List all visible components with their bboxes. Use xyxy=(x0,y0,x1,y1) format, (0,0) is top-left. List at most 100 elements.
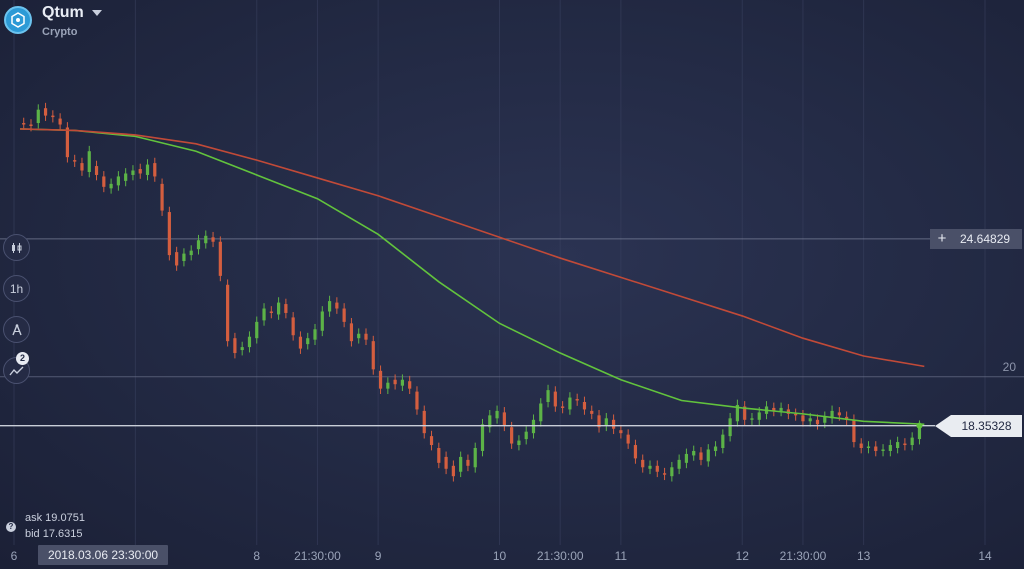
candle-body xyxy=(160,183,164,211)
candle-body xyxy=(648,465,652,469)
candle-body xyxy=(670,467,674,477)
candle-body xyxy=(524,431,528,440)
x-tick-label: 8 xyxy=(253,549,260,563)
candle-body xyxy=(233,338,237,354)
candle-body xyxy=(553,391,557,407)
candle-body xyxy=(364,333,368,340)
candle-body xyxy=(218,241,222,276)
plus-icon[interactable]: + xyxy=(937,229,947,247)
candle-body xyxy=(451,465,455,477)
candle-body xyxy=(386,382,390,389)
candle-body xyxy=(582,402,587,410)
candle-body xyxy=(175,252,179,266)
candle-body xyxy=(750,418,754,420)
candle-body xyxy=(575,399,579,401)
current-price-tag: 18.35328 xyxy=(935,414,1022,437)
cursor-price-tag[interactable]: + 24.64829 xyxy=(930,228,1022,249)
ask-price: ask 19.0751 xyxy=(25,512,85,524)
candle-body xyxy=(466,459,470,466)
moving-average-line xyxy=(20,128,925,368)
candle-body xyxy=(51,115,55,118)
candle-body xyxy=(852,419,856,443)
info-icon[interactable]: ? xyxy=(6,522,16,532)
candle-body xyxy=(706,449,710,462)
candle-body xyxy=(488,415,492,428)
candle-body xyxy=(903,443,907,446)
candle-body xyxy=(65,127,70,158)
candle-body xyxy=(823,416,827,423)
candle-body xyxy=(124,173,128,181)
candle-body xyxy=(371,341,375,370)
candle-body xyxy=(611,419,616,429)
candle-body xyxy=(713,446,718,451)
candle-body xyxy=(510,427,514,444)
candle-body xyxy=(189,250,193,256)
indicators-icon xyxy=(9,366,24,375)
candle-body xyxy=(699,452,703,460)
candle-body xyxy=(306,338,310,345)
asset-name[interactable]: Qtum xyxy=(42,4,84,21)
candle-body xyxy=(393,379,397,385)
candle-body xyxy=(29,124,33,126)
candle-body xyxy=(757,412,761,420)
drawing-tools-button[interactable] xyxy=(3,316,30,343)
candle-body xyxy=(590,410,594,414)
x-tick-label: 10 xyxy=(493,549,507,563)
candle-body xyxy=(866,446,871,448)
x-tick-label: 21:30:00 xyxy=(780,549,827,563)
x-tick-label: 12 xyxy=(736,549,750,563)
current-price-dot xyxy=(916,422,923,429)
candle-body xyxy=(313,329,317,340)
candle-body xyxy=(73,160,77,162)
bid-price: bid 17.6315 xyxy=(25,528,83,540)
candle-body xyxy=(735,404,739,422)
candle-body xyxy=(604,418,608,426)
candle-body xyxy=(743,406,747,420)
candle-body xyxy=(721,434,725,448)
candle-body xyxy=(546,390,550,402)
compass-icon xyxy=(11,323,22,335)
chart-type-button[interactable] xyxy=(3,234,30,261)
y-tick-label: 20 xyxy=(1003,360,1017,374)
candle-body xyxy=(429,436,434,446)
candle-body xyxy=(874,446,878,451)
candle-body xyxy=(80,163,84,171)
candle-body xyxy=(284,304,288,313)
candle-body xyxy=(845,416,849,420)
candle-body xyxy=(378,370,383,389)
candle-body xyxy=(211,237,215,242)
candle-body xyxy=(335,302,339,309)
candle-body xyxy=(626,434,630,444)
candle-body xyxy=(204,235,208,244)
cursor-price-value: 24.64829 xyxy=(960,231,1011,246)
candle-body xyxy=(116,176,120,186)
candle-body xyxy=(473,448,477,468)
candle-body xyxy=(247,336,252,348)
candle-body xyxy=(633,445,638,459)
candle-body xyxy=(495,410,499,419)
x-tick-label: 21:30:00 xyxy=(294,549,341,563)
candle-body xyxy=(298,336,303,349)
candle-body xyxy=(269,311,273,313)
candle-body xyxy=(437,448,441,463)
candle-body xyxy=(357,333,361,339)
candle-body xyxy=(182,253,186,262)
cursor-time-label: 2018.03.06 23:30:00 xyxy=(38,545,168,565)
chevron-down-icon[interactable] xyxy=(92,10,102,16)
candle-body xyxy=(109,183,113,189)
candle-body xyxy=(226,284,230,342)
candle-body xyxy=(561,406,565,408)
candle-body xyxy=(655,465,659,472)
candle-body xyxy=(291,317,295,336)
candle-body xyxy=(568,397,572,410)
candle-body xyxy=(662,473,667,475)
candle-body xyxy=(43,108,48,116)
candle-body xyxy=(677,459,681,469)
candle-body xyxy=(145,164,150,175)
timeframe-button[interactable]: 1h xyxy=(3,275,30,302)
candle-body xyxy=(517,440,521,446)
candle-body xyxy=(415,391,419,410)
candle-body xyxy=(619,430,623,434)
candle-body xyxy=(400,379,404,386)
